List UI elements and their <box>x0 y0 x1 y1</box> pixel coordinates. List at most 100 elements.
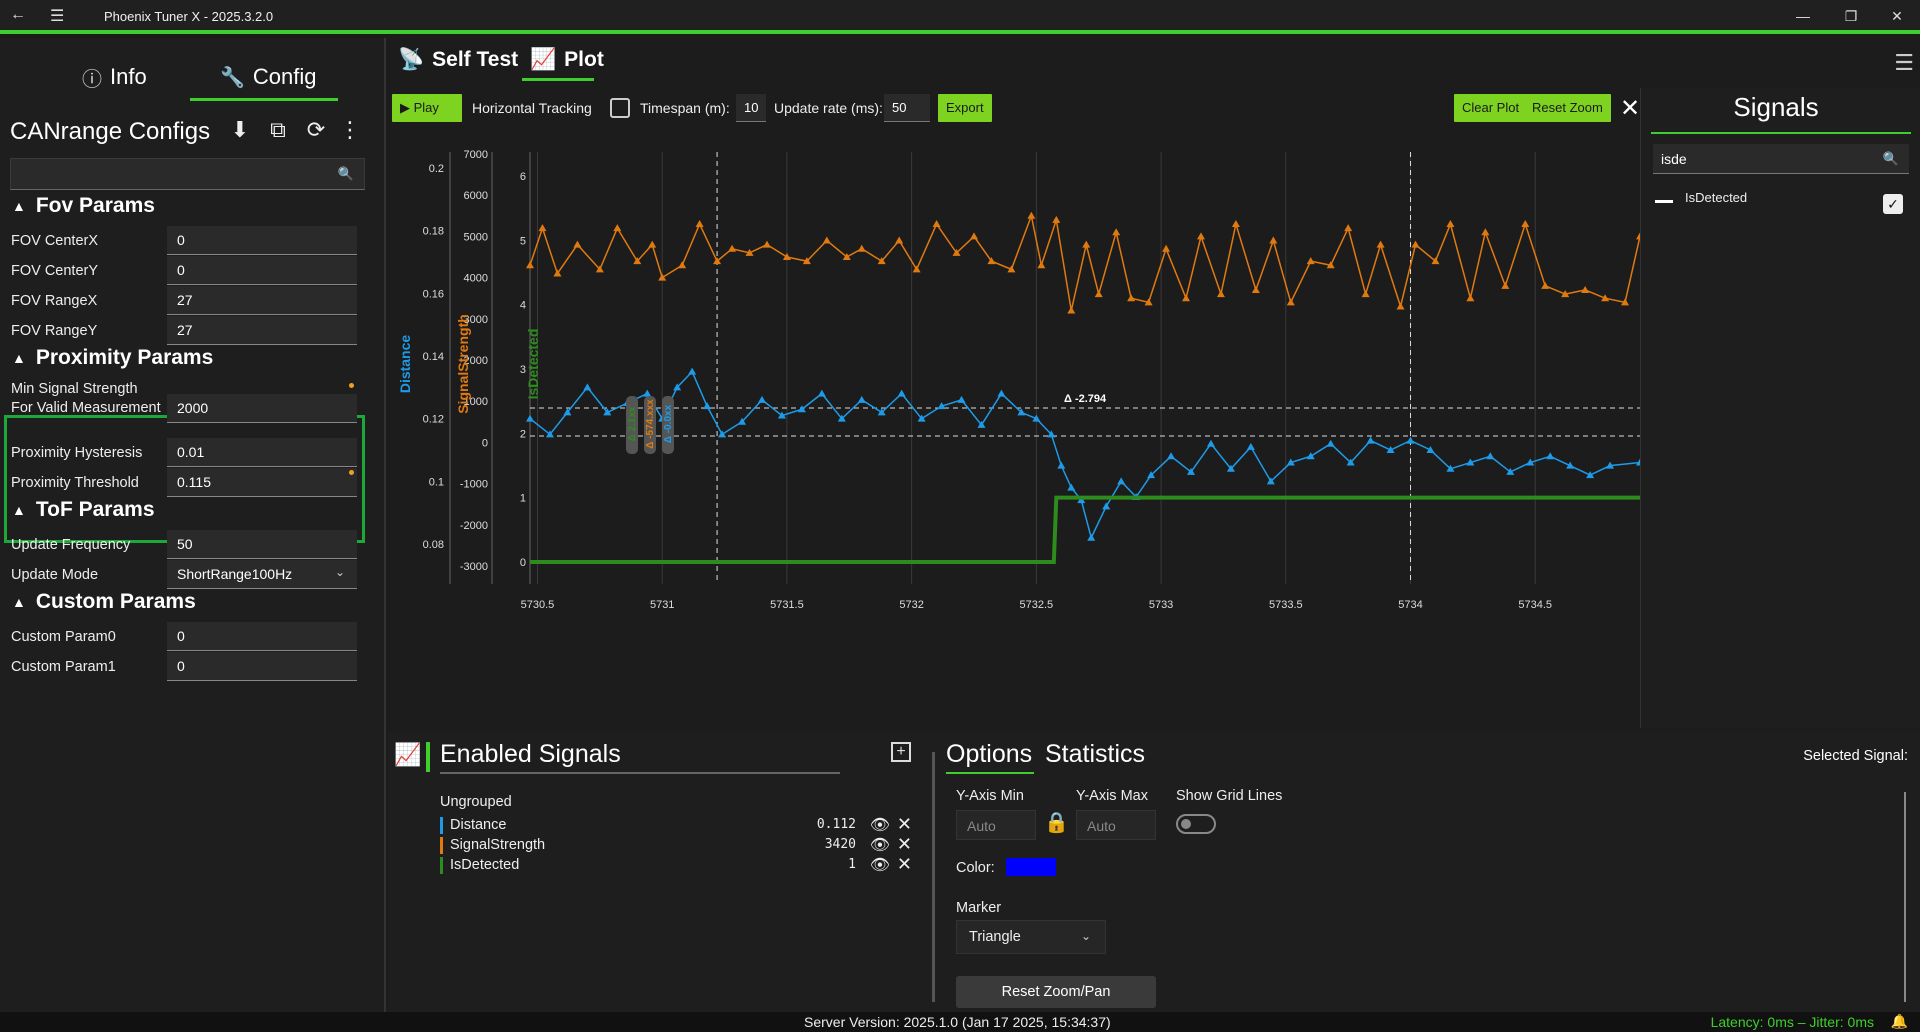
group-custom-header[interactable]: ▲ Custom Params <box>12 590 196 613</box>
remove-icon[interactable]: ✕ <box>896 834 912 854</box>
ymax-input[interactable]: Auto <box>1076 810 1156 840</box>
series-marker <box>1446 464 1455 472</box>
horizontal-tracking-label: Horizontal Tracking <box>472 100 592 116</box>
enabled-signal-row[interactable]: SignalStrength 3420 👁 ✕ <box>440 834 920 856</box>
fov-centerx-input[interactable]: 0 <box>167 226 357 255</box>
remove-icon[interactable]: ✕ <box>896 814 912 834</box>
copy-icon[interactable]: ⧉ <box>270 117 286 142</box>
eye-icon[interactable]: 👁 <box>869 817 890 834</box>
show-grid-toggle[interactable] <box>1176 814 1216 834</box>
series-marker <box>1007 265 1016 273</box>
refresh-icon[interactable]: ⟳ <box>306 117 326 142</box>
close-window-button[interactable]: ✕ <box>1891 8 1903 24</box>
signal-tick-label: 0 <box>482 437 488 449</box>
timespan-input[interactable]: 10 <box>736 94 766 122</box>
close-plot-icon[interactable]: ✕ <box>1620 95 1641 122</box>
custom-param0-input[interactable]: 0 <box>167 622 357 651</box>
signal-item-isdetected[interactable]: IsDetected <box>1685 190 1748 205</box>
series-marker <box>1446 220 1455 228</box>
lock-icon[interactable]: 🔒 <box>1044 812 1069 834</box>
panel-divider[interactable] <box>932 752 935 1002</box>
play-button[interactable]: ▶ Play <box>392 94 462 122</box>
custom-param1-label: Custom Param1 <box>11 659 116 675</box>
minimize-button[interactable]: — <box>1796 8 1810 24</box>
series-marker <box>1052 215 1061 223</box>
update-mode-select[interactable]: ShortRange100Hz ⌄ <box>167 560 357 589</box>
horizontal-tracking-checkbox[interactable] <box>610 98 630 118</box>
group-tof-header[interactable]: ▲ ToF Params <box>12 498 155 521</box>
series-marker <box>563 408 572 416</box>
tab-config[interactable]: 🔧 Config <box>220 56 317 98</box>
config-search-input[interactable]: 🔍 <box>10 158 365 190</box>
signals-panel-toggle-icon[interactable]: ☰ <box>1894 50 1914 75</box>
add-group-icon[interactable]: + <box>891 742 911 762</box>
tab-self-test[interactable]: 📡 Self Test <box>398 48 519 71</box>
series-marker <box>1546 452 1555 460</box>
proximity-threshold-input[interactable]: 0.115 <box>167 468 357 497</box>
clear-plot-button[interactable]: Clear Plot <box>1454 94 1528 122</box>
series-marker <box>643 389 652 397</box>
ymin-input[interactable]: Auto <box>956 810 1036 840</box>
eye-icon[interactable]: 👁 <box>869 837 890 854</box>
x-tick-label: 5734.5 <box>1518 599 1552 611</box>
series-marker <box>1226 464 1235 472</box>
proximity-hysteresis-input[interactable]: 0.01 <box>167 438 357 467</box>
series-marker <box>857 244 866 252</box>
signal-search-input[interactable]: isde 🔍 <box>1653 144 1909 174</box>
series-marker <box>1366 436 1375 444</box>
reset-zoom-button[interactable]: Reset Zoom <box>1524 94 1611 122</box>
series-marker <box>970 232 978 240</box>
tab-statistics[interactable]: Statistics <box>1045 740 1146 768</box>
group-fov-header[interactable]: ▲ Fov Params <box>12 194 155 217</box>
back-arrow-icon[interactable]: ← <box>10 6 26 23</box>
series-marker <box>1182 294 1191 302</box>
series-marker <box>1541 281 1550 289</box>
series-marker <box>912 265 921 273</box>
update-frequency-input[interactable]: 50 <box>167 530 357 559</box>
reset-zoom-pan-button[interactable]: Reset Zoom/Pan <box>956 976 1156 1008</box>
series-marker <box>728 244 737 252</box>
series-marker <box>613 224 622 232</box>
signal-tick-label: 3000 <box>464 314 488 326</box>
series-marker <box>1466 294 1475 302</box>
signal-tick-label: 7000 <box>464 149 488 161</box>
series-marker <box>673 383 682 391</box>
min-signal-strength-input[interactable]: 2000 <box>167 394 357 423</box>
series-marker <box>1636 458 1640 466</box>
maximize-button[interactable]: ❐ <box>1844 8 1858 24</box>
enabled-signal-row[interactable]: Distance 0.112 👁 ✕ <box>440 814 920 836</box>
color-swatch[interactable] <box>1006 858 1056 876</box>
bell-icon[interactable]: 🔔 <box>1890 1013 1908 1029</box>
custom-param1-input[interactable]: 0 <box>167 652 357 681</box>
more-vert-icon[interactable]: ⋮ <box>339 117 361 142</box>
tab-info[interactable]: ⓘ Info <box>82 56 147 98</box>
tab-plot[interactable]: 📈 Plot <box>530 48 604 71</box>
fov-centery-input[interactable]: 0 <box>167 256 357 285</box>
update-rate-input[interactable]: 50 <box>884 94 930 122</box>
hamburger-icon[interactable]: ☰ <box>50 8 65 25</box>
selected-signal-label: Selected Signal: <box>1803 748 1908 764</box>
tab-options-underline <box>946 772 1034 774</box>
tab-options[interactable]: Options <box>946 740 1033 768</box>
fov-rangex-input[interactable]: 27 <box>167 286 357 315</box>
remove-icon[interactable]: ✕ <box>896 854 912 874</box>
fov-rangey-input[interactable]: 27 <box>167 316 357 345</box>
series-marker <box>1037 261 1046 269</box>
series-marker <box>1067 483 1076 491</box>
signal-isdetected-checkbox[interactable]: ✓ <box>1883 194 1903 214</box>
update-mode-label: Update Mode <box>11 567 99 583</box>
series-marker <box>1481 228 1490 236</box>
series-marker <box>688 367 697 375</box>
chevron-up-icon: ▲ <box>12 198 26 214</box>
series-marker <box>977 420 986 428</box>
scrollbar[interactable] <box>1904 792 1906 1002</box>
update-rate-label: Update rate (ms): <box>774 100 883 116</box>
eye-icon[interactable]: 👁 <box>869 857 890 874</box>
enabled-signal-row[interactable]: IsDetected 1 👁 ✕ <box>440 854 920 876</box>
cursor-pill <box>644 396 656 454</box>
signal-plot[interactable]: 5730.5 5731 5731.5 5732 5732.5 5733 5733.5 5734… <box>388 124 1640 724</box>
marker-select[interactable]: Triangle ⌄ <box>956 920 1106 954</box>
download-icon[interactable]: ⬇ <box>230 117 250 142</box>
export-button[interactable]: Export <box>938 94 992 122</box>
group-proximity-header[interactable]: ▲ Proximity Params <box>12 346 214 369</box>
